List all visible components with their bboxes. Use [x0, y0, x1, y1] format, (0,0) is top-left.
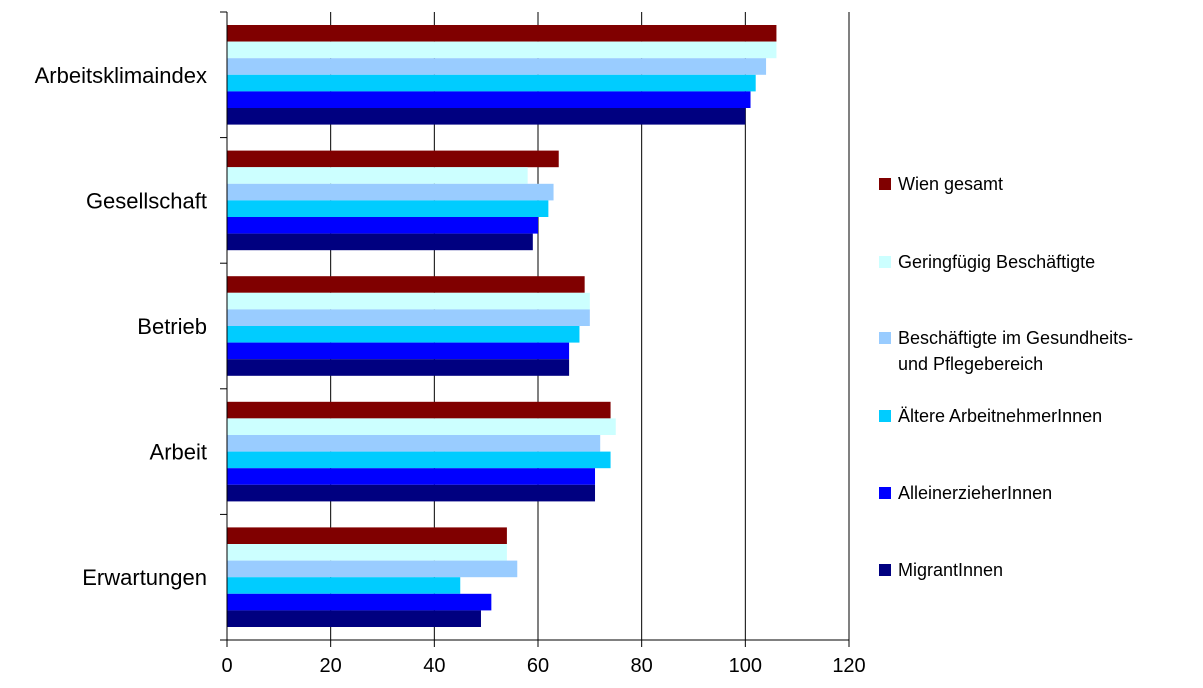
- bar: [227, 610, 481, 627]
- category-label: Arbeitsklimaindex: [35, 63, 207, 88]
- bar: [227, 544, 507, 561]
- x-tick-label: 0: [221, 655, 232, 677]
- x-tick-label: 80: [631, 655, 653, 677]
- bar: [227, 217, 538, 234]
- bar: [227, 200, 549, 217]
- bar: [227, 108, 746, 125]
- bar: [227, 309, 590, 326]
- legend-label: und Pflegebereich: [898, 354, 1043, 374]
- x-tick-label: 100: [729, 655, 762, 677]
- bar: [227, 74, 756, 92]
- bar: [227, 150, 559, 168]
- category-label: Arbeit: [150, 440, 207, 465]
- bars: [227, 25, 777, 627]
- legend-label: Geringfügig Beschäftigte: [898, 252, 1095, 272]
- bar: [227, 41, 777, 59]
- legend-swatch: [879, 487, 891, 499]
- bar: [227, 91, 751, 108]
- bar: [227, 468, 596, 485]
- bar: [227, 451, 611, 469]
- bar: [227, 276, 585, 293]
- bar: [227, 326, 580, 343]
- category-label: Betrieb: [137, 314, 207, 339]
- x-tick-label: 20: [320, 655, 342, 677]
- legend-swatch: [879, 256, 891, 268]
- legend-swatch: [879, 178, 891, 190]
- bar: [227, 167, 528, 184]
- x-tick-label: 60: [527, 655, 549, 677]
- bar: [227, 359, 570, 376]
- bar: [227, 484, 596, 502]
- bar: [227, 183, 554, 201]
- legend-label: Wien gesamt: [898, 174, 1003, 194]
- bar: [227, 342, 570, 360]
- axes: [220, 11, 850, 647]
- bar: [227, 560, 518, 578]
- legend-label: Ältere ArbeitnehmerInnen: [898, 406, 1102, 426]
- bar: [227, 527, 507, 544]
- x-tick-label: 120: [832, 655, 865, 677]
- bar: [227, 577, 461, 594]
- legend-label: Beschäftigte im Gesundheits-: [898, 328, 1133, 348]
- x-tick-label: 40: [423, 655, 445, 677]
- legend-label: AlleinerzieherInnen: [898, 483, 1052, 503]
- legend: Wien gesamt Geringfügig Beschäftigte Besch…: [879, 174, 1133, 580]
- bar: [227, 435, 601, 452]
- bar: [227, 25, 777, 42]
- category-label: Erwartungen: [82, 565, 207, 590]
- legend-swatch: [879, 564, 891, 576]
- category-label: Gesellschaft: [86, 188, 207, 213]
- bar: [227, 58, 767, 75]
- bar: [227, 401, 611, 419]
- bar: [227, 292, 590, 310]
- legend-swatch: [879, 332, 891, 344]
- bar: [227, 418, 616, 435]
- axis-labels: Arbeitsklimaindex Gesellschaft Betrieb Arbe…: [35, 63, 866, 677]
- bar: [227, 593, 492, 611]
- legend-swatch: [879, 410, 891, 422]
- bar: [227, 233, 533, 251]
- legend-label: MigrantInnen: [898, 560, 1003, 580]
